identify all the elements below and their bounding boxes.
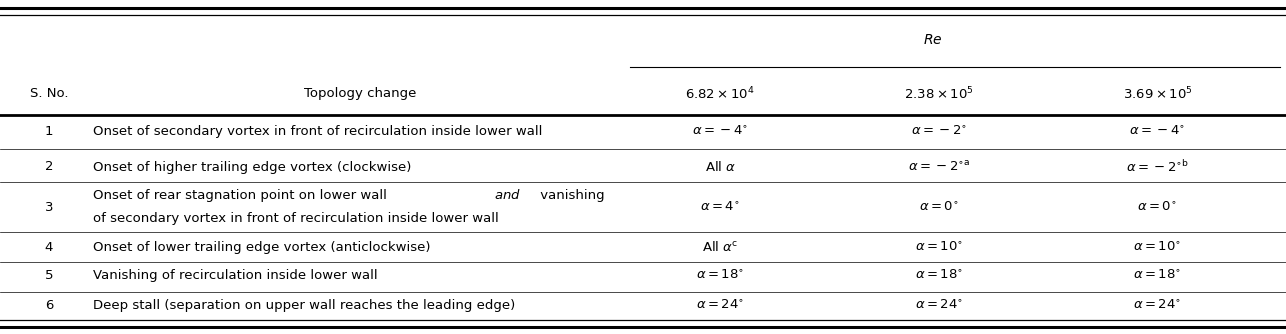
Text: 2: 2 (45, 161, 53, 173)
Text: $\alpha = -2^{\circ}$: $\alpha = -2^{\circ}$ (910, 125, 967, 139)
Text: 5: 5 (45, 269, 53, 282)
Text: $\alpha = 24^{\circ}$: $\alpha = 24^{\circ}$ (1133, 299, 1182, 312)
Text: Topology change: Topology change (303, 87, 417, 100)
Text: of secondary vortex in front of recirculation inside lower wall: of secondary vortex in front of recircul… (93, 212, 499, 225)
Text: 6: 6 (45, 299, 53, 312)
Text: $\alpha = 4^{\circ}$: $\alpha = 4^{\circ}$ (700, 200, 741, 214)
Text: 3: 3 (45, 201, 53, 213)
Text: $\mathit{Re}$: $\mathit{Re}$ (922, 33, 943, 47)
Text: Onset of higher trailing edge vortex (clockwise): Onset of higher trailing edge vortex (cl… (93, 161, 412, 173)
Text: Deep stall (separation on upper wall reaches the leading edge): Deep stall (separation on upper wall rea… (93, 299, 514, 312)
Text: 1: 1 (45, 126, 53, 138)
Text: $\alpha = -2^{\circ\mathrm{b}}$: $\alpha = -2^{\circ\mathrm{b}}$ (1127, 159, 1188, 175)
Text: $\alpha = 0^{\circ}$: $\alpha = 0^{\circ}$ (1137, 200, 1178, 214)
Text: Vanishing of recirculation inside lower wall: Vanishing of recirculation inside lower … (93, 269, 377, 282)
Text: $\alpha = 10^{\circ}$: $\alpha = 10^{\circ}$ (1133, 240, 1182, 254)
Text: vanishing: vanishing (536, 189, 604, 202)
Text: $\alpha = 24^{\circ}$: $\alpha = 24^{\circ}$ (914, 299, 963, 312)
Text: $6.82 \times 10^4$: $6.82 \times 10^4$ (685, 85, 755, 102)
Text: $\alpha = 0^{\circ}$: $\alpha = 0^{\circ}$ (918, 200, 959, 214)
Text: Onset of secondary vortex in front of recirculation inside lower wall: Onset of secondary vortex in front of re… (93, 126, 541, 138)
Text: $\alpha = 24^{\circ}$: $\alpha = 24^{\circ}$ (696, 299, 745, 312)
Text: Onset of lower trailing edge vortex (anticlockwise): Onset of lower trailing edge vortex (ant… (93, 241, 430, 254)
Text: All $\alpha^{\mathrm{c}}$: All $\alpha^{\mathrm{c}}$ (702, 240, 738, 254)
Text: $\alpha = -4^{\circ}$: $\alpha = -4^{\circ}$ (1129, 125, 1186, 139)
Text: $\alpha = 18^{\circ}$: $\alpha = 18^{\circ}$ (696, 269, 745, 282)
Text: $\alpha = -4^{\circ}$: $\alpha = -4^{\circ}$ (692, 125, 748, 139)
Text: $\alpha = 18^{\circ}$: $\alpha = 18^{\circ}$ (1133, 269, 1182, 282)
Text: $\alpha = -2^{\circ\mathrm{a}}$: $\alpha = -2^{\circ\mathrm{a}}$ (908, 160, 970, 174)
Text: S. No.: S. No. (30, 87, 68, 100)
Text: $3.69 \times 10^5$: $3.69 \times 10^5$ (1123, 85, 1192, 102)
Text: $\alpha = 10^{\circ}$: $\alpha = 10^{\circ}$ (914, 240, 963, 254)
Text: $\alpha = 18^{\circ}$: $\alpha = 18^{\circ}$ (914, 269, 963, 282)
Text: $\mathit{and}$: $\mathit{and}$ (494, 188, 521, 202)
Text: $2.38 \times 10^5$: $2.38 \times 10^5$ (904, 85, 974, 102)
Text: All $\alpha$: All $\alpha$ (705, 160, 736, 174)
Text: 4: 4 (45, 241, 53, 254)
Text: Onset of rear stagnation point on lower wall: Onset of rear stagnation point on lower … (93, 189, 391, 202)
